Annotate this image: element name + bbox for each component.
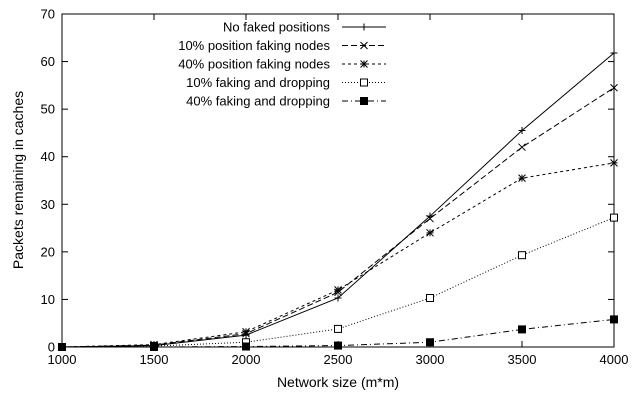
data-point bbox=[610, 315, 618, 324]
data-point bbox=[426, 214, 434, 223]
series-2 bbox=[58, 83, 618, 351]
legend-item: No faked positions bbox=[223, 20, 386, 35]
legend-label: 10% position faking nodes bbox=[178, 38, 330, 53]
legend-label: 10% faking and dropping bbox=[186, 75, 330, 90]
x-tick-label: 3000 bbox=[416, 352, 445, 367]
series-line bbox=[61, 87, 615, 348]
series-4 bbox=[58, 213, 618, 351]
data-point bbox=[610, 49, 618, 57]
legend-label: No faked positions bbox=[223, 20, 330, 35]
series-5 bbox=[58, 315, 618, 351]
x-axis-title: Network size (m*m) bbox=[277, 374, 399, 390]
y-tick-label: 10 bbox=[41, 292, 55, 307]
legend-item: 40% position faking nodes bbox=[178, 57, 386, 72]
data-point bbox=[426, 228, 434, 237]
x-tick-label: 3500 bbox=[508, 352, 537, 367]
data-point bbox=[518, 143, 526, 152]
series-line bbox=[61, 162, 615, 348]
data-point bbox=[518, 127, 526, 135]
data-point bbox=[360, 23, 368, 31]
y-tick-label: 30 bbox=[41, 197, 55, 212]
y-tick-label: 50 bbox=[41, 102, 55, 117]
series-3 bbox=[58, 159, 618, 351]
axis-ticks: 1000 1500 2000 2500 3000 3500 4000 0 10 20 30 40 50 6… bbox=[41, 7, 629, 368]
legend-item: 10% position faking nodes bbox=[178, 38, 386, 53]
data-point bbox=[518, 251, 526, 260]
y-tick-label: 40 bbox=[41, 149, 55, 164]
series-layer bbox=[58, 49, 618, 351]
data-point bbox=[610, 159, 618, 167]
data-point bbox=[360, 41, 368, 50]
y-tick-label: 60 bbox=[41, 54, 55, 69]
data-point bbox=[150, 343, 158, 351]
data-point bbox=[242, 327, 250, 336]
data-point bbox=[334, 294, 342, 302]
data-point bbox=[334, 286, 342, 294]
legend-label: 40% faking and dropping bbox=[186, 94, 330, 109]
data-point bbox=[360, 97, 368, 105]
data-point bbox=[610, 83, 618, 92]
series-1 bbox=[58, 49, 618, 351]
data-point bbox=[334, 341, 342, 350]
x-tick-label: 1000 bbox=[48, 352, 77, 367]
data-point bbox=[242, 342, 250, 351]
y-axis-title: Packets remaining in caches bbox=[10, 91, 26, 269]
legend-item: 10% faking and dropping bbox=[186, 75, 386, 90]
data-point bbox=[360, 78, 368, 87]
x-tick-label: 2500 bbox=[324, 352, 353, 367]
legend-item: 40% faking and dropping bbox=[186, 94, 386, 109]
legend: No faked positions 10% position faking no… bbox=[178, 20, 386, 109]
data-point bbox=[610, 213, 618, 222]
data-point bbox=[334, 324, 342, 333]
y-tick-label: 20 bbox=[41, 244, 55, 259]
data-point bbox=[518, 174, 526, 182]
x-tick-label: 4000 bbox=[600, 352, 629, 367]
x-tick-label: 1500 bbox=[140, 352, 169, 367]
x-tick-label: 2000 bbox=[232, 352, 261, 367]
data-point bbox=[360, 60, 368, 68]
data-point bbox=[426, 294, 434, 303]
legend-label: 40% position faking nodes bbox=[178, 57, 330, 72]
y-tick-label: 0 bbox=[48, 340, 55, 355]
data-point bbox=[58, 343, 66, 351]
data-point bbox=[426, 338, 434, 347]
y-tick-label: 70 bbox=[41, 7, 55, 22]
series-line bbox=[61, 52, 615, 348]
data-point bbox=[518, 325, 526, 334]
